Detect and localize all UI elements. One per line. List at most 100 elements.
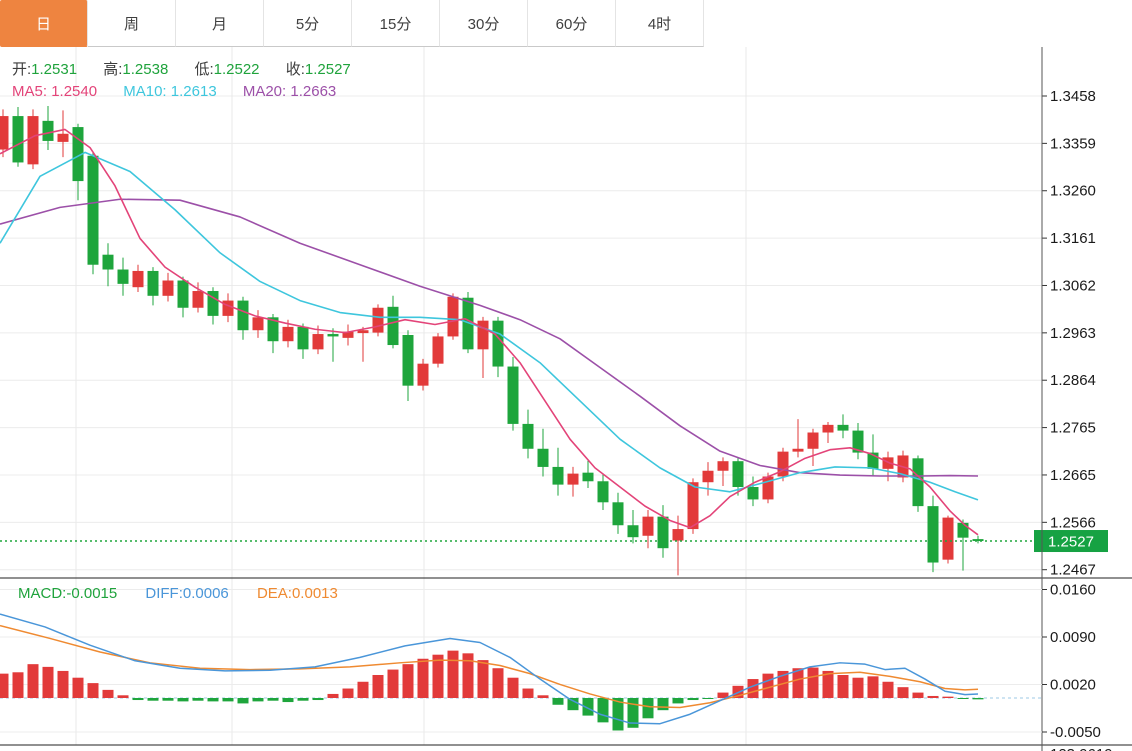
macd-histogram-bar [957, 698, 969, 699]
ma10-label: MA10: [123, 83, 167, 100]
macd-histogram-bar [537, 695, 549, 698]
tab-15min[interactable]: 15分 [352, 0, 440, 47]
high-label: 高: [103, 61, 123, 78]
diff-line [0, 613, 979, 725]
macd-histogram-bar [72, 677, 84, 698]
macd-histogram-bar [552, 698, 564, 705]
candle-body [762, 476, 774, 500]
candle-body [57, 133, 69, 142]
candle-body [117, 269, 129, 284]
candle-body [507, 366, 519, 424]
macd-histogram-bar [447, 650, 459, 698]
macd-histogram-bar [777, 670, 789, 698]
macd-histogram-bar [657, 698, 669, 711]
candle-body [927, 506, 939, 563]
ma5-line [0, 128, 979, 536]
price-axis-label: 1.3062 [1050, 277, 1096, 294]
close-value: 1.2527 [304, 61, 351, 78]
macd-histogram-bar [912, 692, 924, 698]
candle-body [627, 525, 639, 538]
candle-body [912, 458, 924, 507]
tab-week[interactable]: 周 [88, 0, 176, 47]
candle-body [942, 517, 954, 560]
candle-body [537, 448, 549, 467]
candle-body [87, 155, 99, 265]
ma20-value: 1.2663 [290, 83, 337, 100]
macd-histogram-bar [357, 681, 369, 698]
macd-histogram-bar [972, 698, 984, 700]
price-axis-label: 1.2765 [1050, 420, 1096, 437]
candle-body [522, 423, 534, 449]
macd-histogram-bar [612, 698, 624, 731]
macd-histogram-bar [132, 698, 144, 701]
candle-body [567, 473, 579, 485]
macd-histogram-bar [252, 698, 264, 702]
macd-axis-label: 0.0160 [1050, 582, 1096, 599]
macd-histogram-bar [312, 698, 324, 701]
macd-histogram-bar [402, 664, 414, 698]
candle-body [447, 296, 459, 337]
price-axis-label: 1.3260 [1050, 183, 1096, 200]
tab-30min[interactable]: 30分 [440, 0, 528, 47]
tab-day[interactable]: 日 [0, 0, 88, 47]
macd-histogram-bar [717, 692, 729, 698]
price-axis-label: 1.3161 [1050, 230, 1096, 247]
candle-body [177, 280, 189, 308]
candle-body [462, 297, 474, 350]
candle-body [207, 291, 219, 316]
candle-body [132, 270, 144, 288]
ohlc-readout: 开:1.2531 高:1.2538 低:1.2522 收:1.2527 [12, 58, 373, 79]
candle-body [42, 120, 54, 141]
ma5-label: MA5: [12, 83, 48, 100]
ma20-label: MA20: [242, 83, 287, 100]
candle-body [267, 317, 279, 342]
price-axis-label: 1.2864 [1050, 372, 1096, 389]
macd-label: MACD: [18, 585, 67, 602]
macd-histogram-bar [477, 660, 489, 698]
macd-histogram-bar [0, 673, 9, 698]
candle-body [492, 320, 504, 367]
macd-histogram-bar [582, 698, 594, 716]
candle-body [612, 502, 624, 526]
macd-histogram-bar [117, 695, 129, 698]
candle-body [597, 481, 609, 503]
macd-histogram-bar [807, 667, 819, 698]
macd-histogram-bar [207, 698, 219, 702]
macd-histogram-bar [387, 669, 399, 698]
macd-histogram-bar [672, 698, 684, 704]
macd-histogram-bar [57, 670, 69, 698]
ma5-value: 1.2540 [51, 83, 98, 100]
diff-value: 0.0006 [182, 585, 229, 602]
candle-body [387, 306, 399, 346]
macd-histogram-bar [192, 698, 204, 701]
candle-body [252, 317, 264, 331]
ma10-line [0, 151, 979, 501]
macd-histogram-bar [897, 687, 909, 698]
candle-body [402, 335, 414, 386]
tab-5min[interactable]: 5分 [264, 0, 352, 47]
tab-60min[interactable]: 60分 [528, 0, 616, 47]
candle-body [342, 331, 354, 338]
candle-body [552, 466, 564, 485]
candle-body [357, 330, 369, 334]
macd-axis-label: -0.0050 [1050, 724, 1101, 741]
candle-body [222, 300, 234, 316]
candle-body [867, 452, 879, 469]
tab-month[interactable]: 月 [176, 0, 264, 47]
low-label: 低: [194, 61, 214, 78]
macd-readout: MACD:-0.0015 DIFF:0.0006 DEA:0.0013 [18, 585, 338, 602]
macd-axis-label: 0.0090 [1050, 629, 1096, 646]
candle-body [957, 522, 969, 538]
macd-histogram-bar [267, 698, 279, 701]
candle-body [282, 326, 294, 342]
open-value: 1.2531 [31, 61, 78, 78]
macd-histogram-bar [162, 698, 174, 701]
price-axis-label: 1.2665 [1050, 467, 1096, 484]
macd-histogram-bar [597, 698, 609, 723]
tab-4hour[interactable]: 4时 [616, 0, 704, 47]
candle-body [582, 472, 594, 482]
macd-histogram-bar [432, 654, 444, 698]
price-axis-label: 1.2566 [1050, 514, 1096, 531]
high-value: 1.2538 [122, 61, 169, 78]
